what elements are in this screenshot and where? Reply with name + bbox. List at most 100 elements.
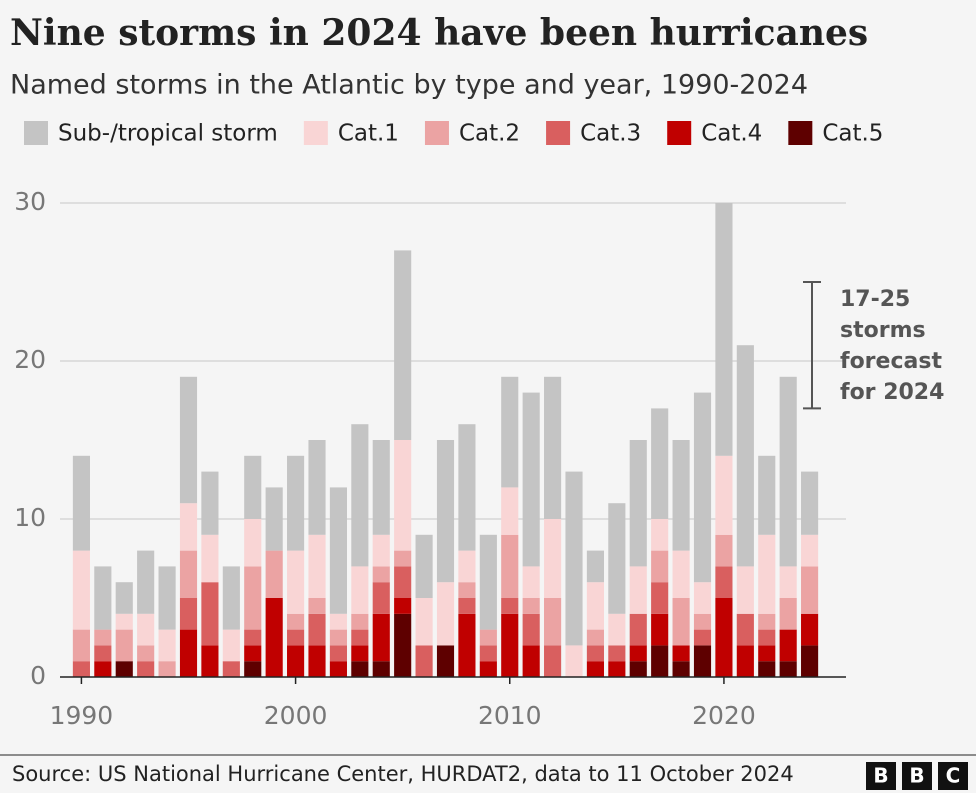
bar-segment [586, 661, 604, 677]
bar-segment [479, 534, 497, 630]
bar-segment [758, 534, 776, 614]
bar-segment [201, 645, 219, 677]
chart-subtitle: Named storms in the Atlantic by type and… [10, 70, 808, 101]
logo-text: C [946, 764, 961, 788]
bar-segment [244, 629, 262, 646]
bar-segment [544, 598, 562, 646]
bar-segment [779, 376, 797, 567]
annotation: storms [840, 318, 926, 343]
bar-segment [308, 440, 326, 535]
legend-label: Cat.4 [701, 121, 762, 147]
bar-segment [179, 503, 198, 551]
annotation: 17-25 [840, 287, 910, 312]
bar-segment [736, 566, 754, 614]
legend-swatch [546, 121, 571, 145]
bar-segment [287, 645, 305, 677]
bar-segment [522, 392, 540, 567]
bar-segment [758, 629, 776, 646]
bar-segment [479, 629, 497, 646]
x-tick-label: 2010 [478, 701, 542, 730]
bar-segment [586, 582, 604, 630]
bar-segment [394, 613, 412, 677]
bar-segment [458, 613, 476, 677]
bar-segment [137, 550, 155, 614]
bar-segment [115, 629, 133, 662]
bar-segment [394, 550, 412, 567]
y-tick-label: 20 [14, 345, 46, 374]
bar-segment [94, 629, 112, 646]
bar-segment [372, 440, 390, 535]
bar-segment [672, 661, 690, 677]
bar-segment [415, 598, 433, 646]
bar-segment [115, 582, 133, 614]
logo-letter: C [938, 762, 968, 790]
bar-segment [565, 471, 583, 646]
logo-text: B [873, 764, 888, 788]
logo-box [866, 762, 896, 790]
bar-segment [586, 550, 604, 583]
bar-segment [715, 534, 733, 567]
bar-segment [544, 645, 562, 677]
bar-segment [758, 455, 776, 535]
bar-segment [608, 661, 626, 677]
bar-segment [758, 661, 776, 677]
bar-segment [265, 598, 283, 677]
bar-segment [265, 550, 283, 598]
chart-title: Nine storms in 2024 have been hurricanes [10, 12, 868, 54]
y-tick-label: 0 [30, 661, 46, 690]
bar-segment [458, 424, 476, 551]
bar-segment [72, 661, 90, 677]
bar-segment [179, 376, 198, 504]
bar-segment [715, 598, 733, 677]
bar-segment [758, 613, 776, 630]
bar-segment [329, 645, 347, 662]
legend-label: Cat.1 [338, 121, 399, 147]
bar-segment [244, 645, 262, 662]
bar-segment [736, 645, 754, 677]
y-tick-label: 30 [14, 187, 46, 216]
bar-segment [351, 645, 369, 662]
logo-box [938, 762, 968, 790]
bar-segment [329, 661, 347, 677]
bar-segment [779, 566, 797, 598]
bar-segment [586, 629, 604, 646]
bar-segment [565, 645, 583, 677]
bar-segment [522, 598, 540, 614]
bar-segment [72, 455, 90, 551]
bar-segment [544, 519, 562, 598]
bar-segment [94, 645, 112, 662]
logo-letter: B [866, 762, 896, 790]
bar-segment [693, 582, 712, 614]
bar-segment [179, 629, 198, 677]
bar-segment [137, 645, 155, 662]
y-tick-label: 10 [14, 503, 46, 532]
bar-segment [651, 519, 669, 551]
bar-segment [372, 661, 390, 677]
bar-segment [415, 645, 433, 677]
bar-segment [351, 629, 369, 646]
logo-box [902, 762, 932, 790]
bar-segment [94, 661, 112, 677]
bar-segment [758, 645, 776, 662]
bar-segment [629, 566, 647, 614]
x-tick-label: 1990 [50, 701, 114, 730]
bar-segment [801, 471, 819, 535]
bar-segment [201, 471, 219, 535]
bar-segment [222, 661, 240, 677]
bar-segment [651, 582, 669, 614]
bar-segment [608, 503, 626, 614]
bar-segment [501, 376, 519, 488]
bar-segment [672, 598, 690, 646]
bar-segment [201, 582, 219, 646]
bar-segment [715, 455, 733, 535]
bar-segment [715, 566, 733, 598]
logo-letter: B [902, 762, 932, 790]
bar-segment [308, 598, 326, 614]
bar-segment [629, 661, 647, 677]
bar-segment [222, 629, 240, 662]
bar-segment [287, 550, 305, 614]
bar-segment [715, 203, 733, 456]
bar-segment [458, 598, 476, 614]
bar-segment [672, 550, 690, 598]
